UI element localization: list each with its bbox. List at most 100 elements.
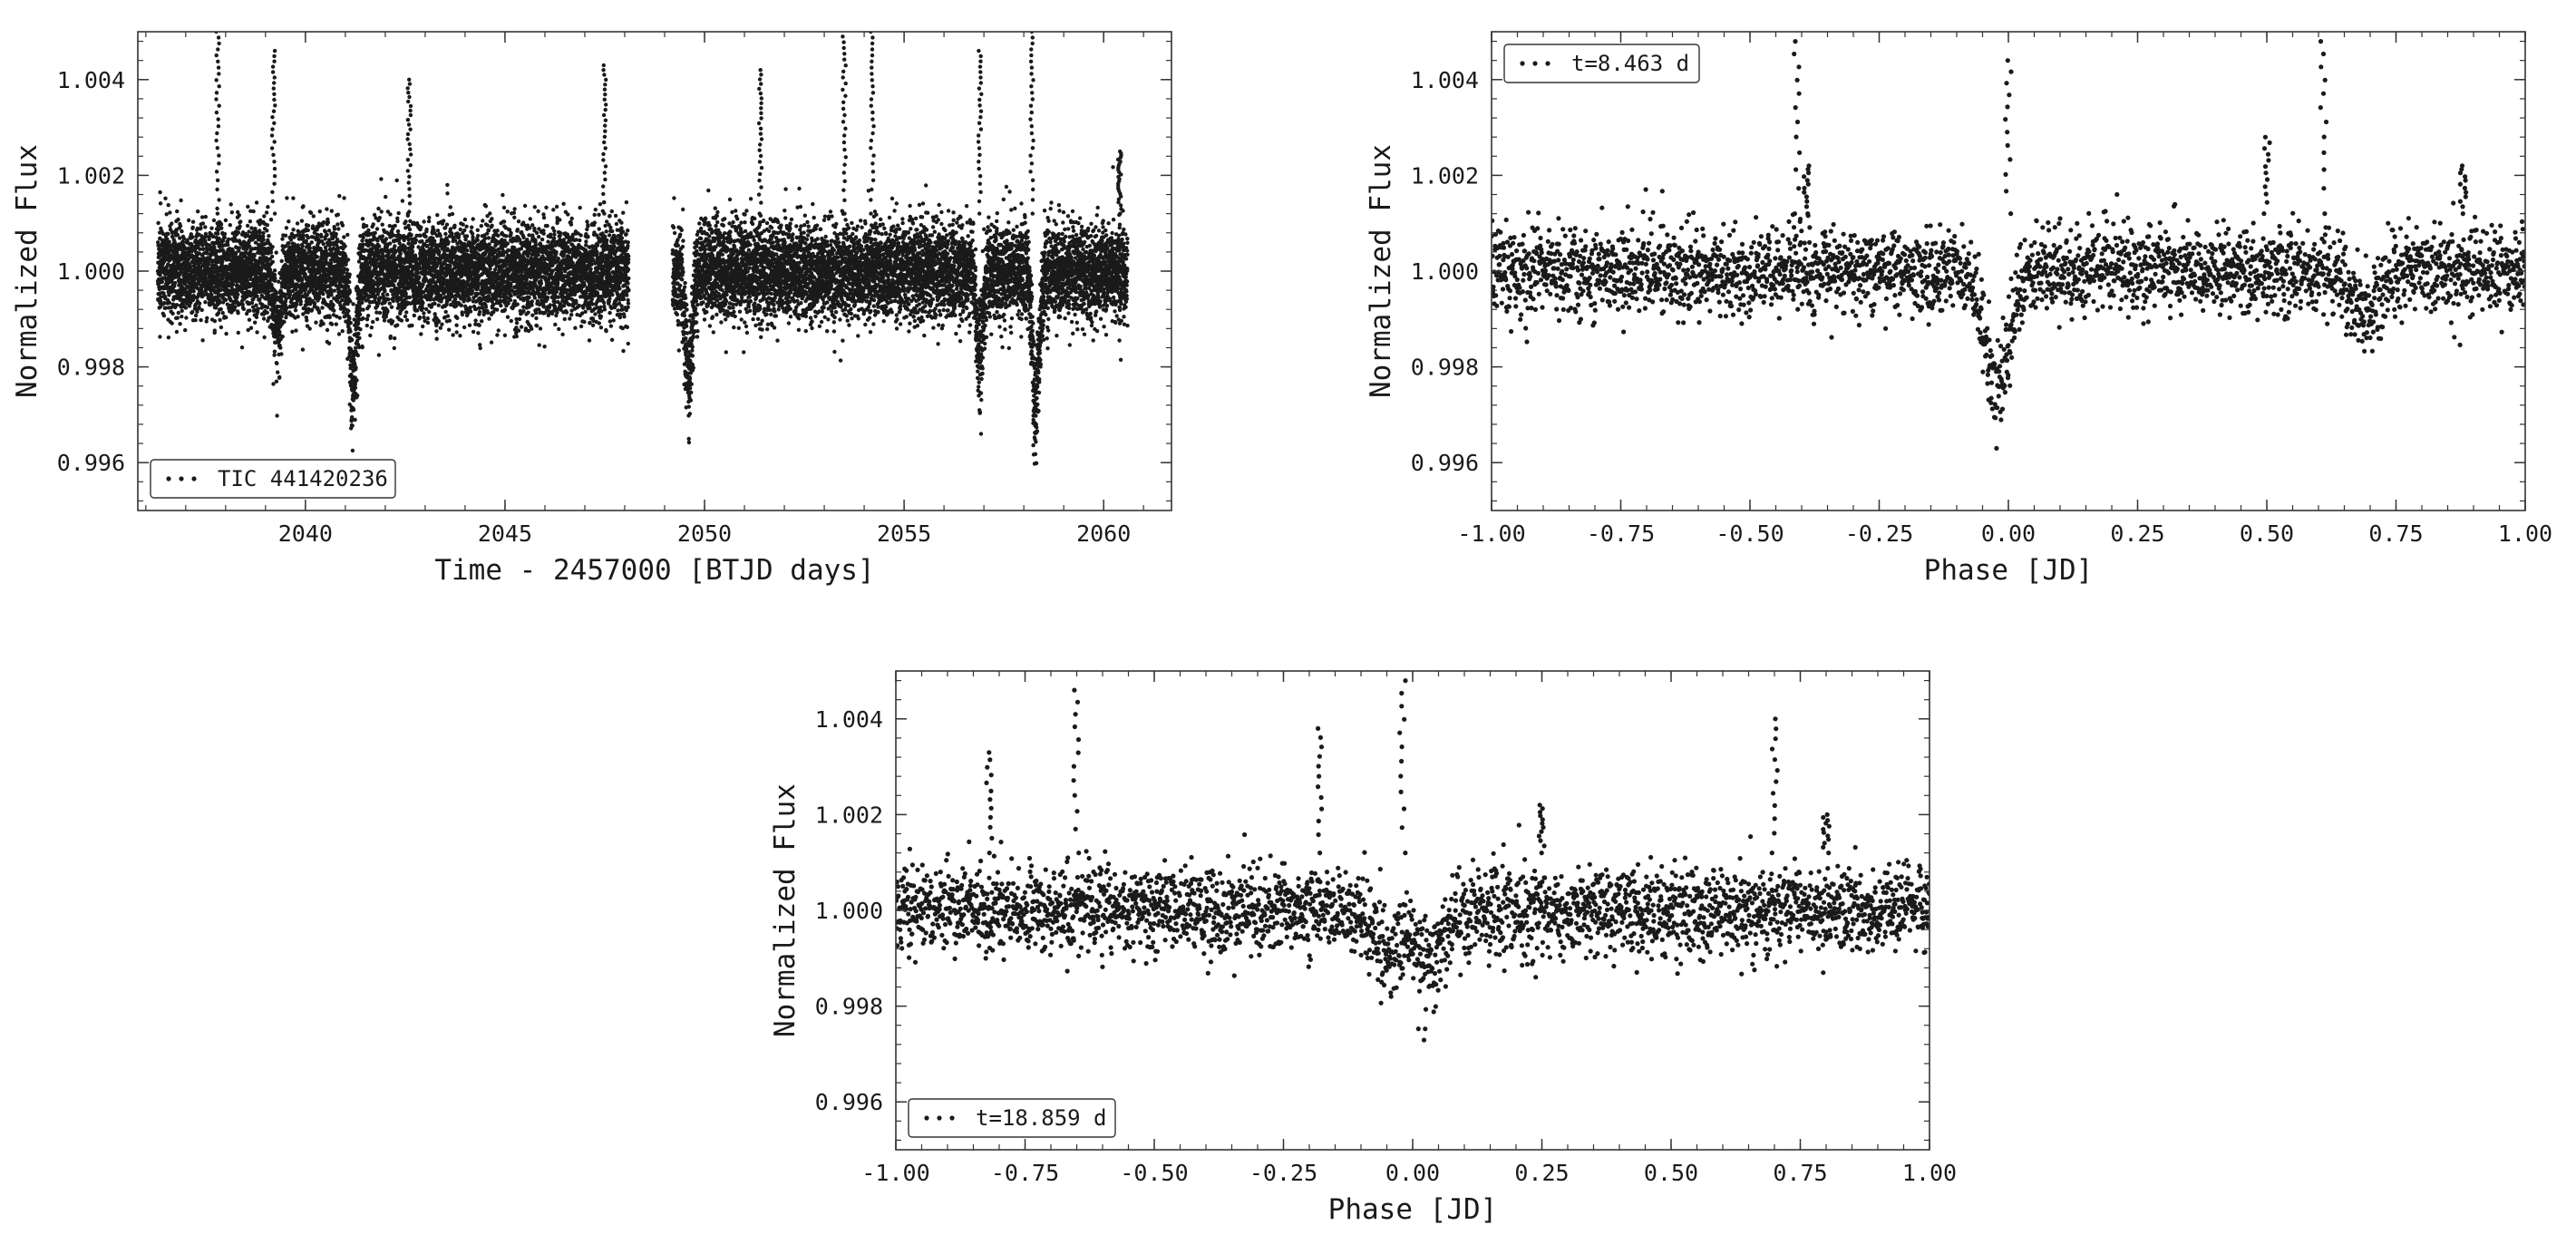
data-point — [374, 260, 379, 266]
data-point — [178, 224, 183, 229]
data-point — [179, 198, 183, 203]
data-point — [160, 279, 164, 285]
data-point — [224, 331, 228, 336]
data-point — [478, 345, 482, 351]
data-point — [175, 250, 180, 255]
data-point — [216, 231, 220, 236]
data-point — [366, 304, 372, 308]
data-point — [412, 313, 416, 318]
data-point — [433, 238, 437, 244]
data-point — [237, 213, 241, 218]
data-point — [265, 310, 269, 315]
data-point — [265, 223, 269, 228]
data-point — [190, 309, 195, 315]
data-point — [222, 231, 228, 237]
data-point — [348, 329, 353, 334]
data-point — [360, 345, 365, 350]
data-point — [256, 306, 260, 311]
data-point — [447, 327, 452, 332]
data-point — [406, 223, 411, 229]
data-point — [321, 321, 326, 326]
data-point — [394, 178, 399, 183]
data-point — [459, 303, 463, 307]
data-point — [236, 230, 241, 235]
data-point — [407, 227, 413, 232]
data-point — [230, 282, 236, 287]
data-point — [365, 317, 370, 322]
data-point — [166, 262, 170, 267]
data-point — [366, 228, 371, 233]
data-point — [371, 319, 375, 325]
data-point — [391, 298, 395, 304]
data-point — [239, 345, 245, 350]
data-point — [404, 317, 410, 323]
data-point — [433, 301, 437, 306]
data-point — [291, 196, 296, 200]
data-point — [365, 314, 371, 318]
data-point — [172, 284, 177, 288]
data-point — [311, 214, 316, 219]
data-point — [386, 297, 391, 302]
data-point — [218, 300, 222, 305]
data-point — [347, 279, 352, 285]
data-point — [183, 306, 189, 310]
data-point — [296, 315, 300, 319]
data-point — [342, 235, 346, 239]
data-point — [187, 218, 191, 223]
data-point — [167, 300, 172, 306]
data-point — [156, 240, 160, 245]
data-point — [379, 177, 384, 181]
data-point — [462, 228, 467, 233]
data-point — [170, 234, 175, 239]
data-point — [287, 292, 293, 297]
data-point — [393, 244, 397, 248]
data-point — [177, 242, 181, 247]
data-point — [165, 237, 170, 241]
data-point — [479, 224, 483, 229]
data-point — [404, 310, 409, 315]
data-point — [174, 329, 180, 335]
data-point — [355, 321, 361, 326]
data-point — [158, 190, 162, 195]
data-point — [245, 223, 250, 229]
data-point — [335, 222, 340, 227]
data-point — [226, 237, 231, 242]
data-point — [350, 423, 355, 428]
data-point — [475, 238, 480, 242]
data-point — [298, 299, 304, 304]
data-point — [178, 322, 182, 326]
data-point — [485, 223, 490, 228]
data-point — [345, 285, 351, 289]
data-point — [427, 215, 432, 220]
data-point — [167, 293, 171, 297]
data-point — [357, 312, 363, 316]
data-point — [348, 299, 353, 304]
data-point — [387, 223, 392, 229]
data-point — [261, 230, 266, 236]
data-point — [398, 251, 403, 256]
data-point — [424, 227, 429, 232]
data-point — [385, 309, 390, 314]
data-point — [445, 182, 450, 188]
data-point — [188, 265, 193, 269]
data-point — [216, 311, 221, 316]
data-point — [170, 221, 174, 226]
data-point — [262, 214, 267, 219]
data-point — [266, 205, 270, 209]
data-point — [196, 209, 200, 214]
data-point — [358, 327, 363, 332]
data-point — [390, 319, 395, 324]
data-point — [175, 209, 180, 214]
data-point — [307, 326, 312, 331]
data-point — [447, 318, 452, 323]
data-point — [426, 219, 432, 224]
data-point — [329, 209, 334, 213]
data-point — [301, 204, 306, 209]
data-point — [160, 231, 166, 236]
data-point — [349, 419, 354, 423]
data-point — [355, 394, 360, 398]
data-point — [395, 323, 400, 327]
data-point — [264, 210, 269, 215]
data-point — [280, 237, 285, 241]
data-point — [468, 305, 472, 310]
